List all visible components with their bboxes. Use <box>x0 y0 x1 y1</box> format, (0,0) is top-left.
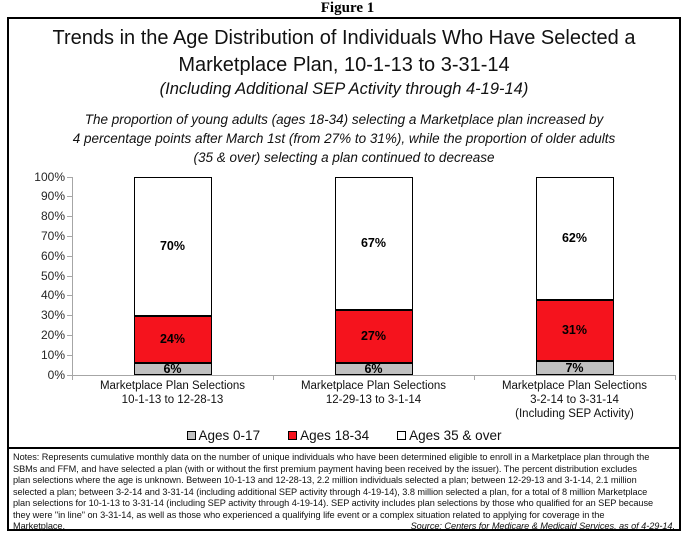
y-axis-tick <box>67 235 72 237</box>
y-axis-tick-label: 50% <box>40 268 65 283</box>
bar-segment: 7% <box>535 361 614 376</box>
notes-line: plan selections where the age is unknown… <box>13 475 637 485</box>
notes-line: SBMs and FFM, and have selected a plan (… <box>13 463 637 474</box>
y-axis-tick-label: 0% <box>47 367 65 382</box>
x-axis-category-label: Marketplace Plan Selections 12-29-13 to 3… <box>273 379 474 407</box>
x-axis-tick <box>675 375 676 380</box>
legend-swatch <box>397 431 407 440</box>
y-axis-tick-label: 90% <box>40 189 65 204</box>
category-label-line: 12-29-13 to 3-1-14 <box>325 394 422 406</box>
legend-item: Ages 18-34 <box>288 428 369 443</box>
x-axis-category-label: Marketplace Plan Selections 3-2-14 to 3-3… <box>474 379 675 421</box>
bar-segment: 24% <box>133 315 212 364</box>
category-label-line: Marketplace Plan Selections <box>501 380 648 392</box>
notes-line: Notes: Represents cumulative monthly dat… <box>13 452 650 462</box>
chart-title-line-1: Trends in the Age Distribution of Indivi… <box>52 27 636 49</box>
bar-segment-label: 24% <box>159 332 186 347</box>
y-axis-tick-label: 70% <box>40 228 65 243</box>
legend-swatch <box>288 431 298 440</box>
x-axis-tick <box>474 375 475 380</box>
x-axis-tick <box>273 375 274 380</box>
plot-area: 0% 10% 20% 30% 40% 50% 60% 70% 80% 90% 100% 6% 24% 70… <box>9 170 679 382</box>
figure-number-label: Figure 1 <box>320 0 375 16</box>
statement-line-1: The proportion of young adults (ages 18-… <box>84 112 604 127</box>
y-axis-tick <box>67 216 72 218</box>
category-label-line: (Including SEP Activity) <box>515 408 634 420</box>
notes-section: Notes: Represents cumulative monthly dat… <box>7 447 681 535</box>
y-axis-tick-label: 60% <box>40 248 65 263</box>
bar-segment: 31% <box>535 299 614 362</box>
legend-label: Ages 0-17 <box>198 428 261 443</box>
legend-item: Ages 35 & over <box>397 428 501 443</box>
bar-segment: 27% <box>334 309 413 364</box>
source-attribution: Source: Centers for Medicare & Medicaid … <box>410 521 675 531</box>
statement-line-2: 4 percentage points after March 1st (fro… <box>72 131 616 146</box>
bar-segment-label: 70% <box>159 239 186 254</box>
y-axis-tick-label: 80% <box>40 209 65 224</box>
bar-segment: 6% <box>133 362 212 377</box>
stacked-bar: 6% 27% 67% <box>334 177 413 377</box>
y-axis-tick-label: 40% <box>40 288 65 303</box>
bar-segment: 67% <box>334 177 413 310</box>
notes-last-left: Marketplace. <box>13 521 65 531</box>
x-axis-line <box>72 375 676 376</box>
figure-border-box: Trends in the Age Distribution of Indivi… <box>7 17 681 531</box>
y-axis-tick-label: 100% <box>34 169 65 184</box>
legend-swatch <box>186 431 196 440</box>
notes-line: they were "in line" on 3-31-14, as well … <box>13 509 605 520</box>
notes-body: Notes: Represents cumulative monthly dat… <box>13 452 675 521</box>
bar-segment-label: 67% <box>360 236 387 251</box>
y-axis-tick-label: 10% <box>40 347 65 362</box>
legend-item: Ages 0-17 <box>186 428 261 443</box>
notes-line: selected a plan; between 3-2-14 and 3-31… <box>13 486 648 497</box>
y-axis-tick <box>67 176 72 178</box>
category-label-line: Marketplace Plan Selections <box>300 380 447 392</box>
x-axis-tick <box>72 375 73 380</box>
bar-segment-label: 7% <box>565 361 584 376</box>
stacked-bar: 6% 24% 70% <box>133 177 212 377</box>
bar-segment-label: 31% <box>561 323 588 338</box>
category-label-line: 10-1-13 to 12-28-13 <box>121 394 224 406</box>
y-axis-line <box>72 177 73 376</box>
category-label-line: 3-2-14 to 3-31-14 <box>530 394 619 406</box>
y-axis-tick <box>67 374 72 376</box>
chart-subtitle: (Including Additional SEP Activity throu… <box>159 80 529 98</box>
y-axis-tick <box>67 334 72 336</box>
y-axis-tick <box>67 295 72 297</box>
chart-statement: The proportion of young adults (ages 18-… <box>9 110 679 167</box>
bar-segment: 70% <box>133 177 212 316</box>
y-axis-tick-label: 20% <box>40 327 65 342</box>
chart-title-line-2: Marketplace Plan, 10-1-13 to 3-31-14 <box>178 54 510 76</box>
y-axis-tick <box>67 315 72 317</box>
notes-line: plan selections for 10-1-13 to 3-31-14 (… <box>13 498 654 508</box>
legend: Ages 0-17 Ages 18-34 Ages 35 & over <box>9 428 679 443</box>
legend-label: Ages 35 & over <box>409 428 502 443</box>
stacked-bar: 7% 31% 62% <box>535 177 614 376</box>
bar-segment: 62% <box>535 177 614 300</box>
legend-label: Ages 18-34 <box>300 428 370 443</box>
y-axis-tick <box>67 354 72 356</box>
bar-segment: 6% <box>334 362 413 377</box>
y-axis-tick <box>67 255 72 257</box>
statement-line-3: (35 & over) selecting a plan continued t… <box>193 150 495 165</box>
y-axis-tick-label: 30% <box>40 308 65 323</box>
notes-last-row: Marketplace. Source: Centers for Medicar… <box>13 521 675 533</box>
y-axis-tick <box>67 196 72 198</box>
bar-segment-label: 27% <box>360 329 387 344</box>
x-axis-category-label: Marketplace Plan Selections 10-1-13 to 12… <box>72 379 273 407</box>
bar-segment-label: 62% <box>561 231 588 246</box>
bar-segment-label: 6% <box>364 362 383 377</box>
chart-title: Trends in the Age Distribution of Indivi… <box>9 25 679 79</box>
category-label-line: Marketplace Plan Selections <box>99 380 246 392</box>
y-axis-tick <box>67 275 72 277</box>
bar-segment-label: 6% <box>163 362 182 377</box>
